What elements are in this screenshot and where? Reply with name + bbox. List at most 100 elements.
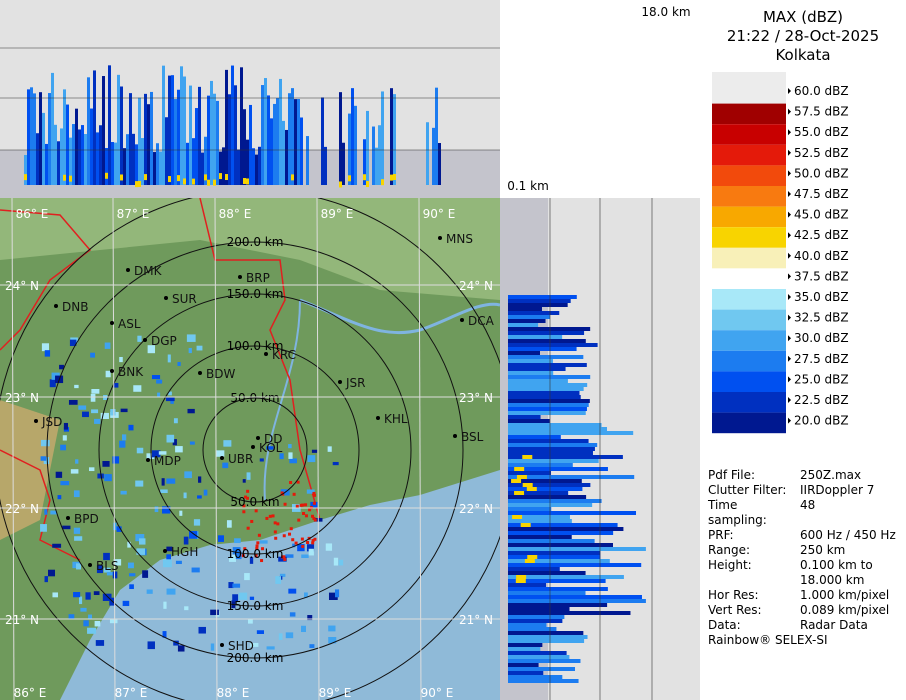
echo-core <box>294 541 298 545</box>
top-profile-echo <box>57 141 60 185</box>
ring-label: 50.0 km <box>230 495 279 509</box>
side-profile-core <box>526 487 537 491</box>
top-profile-echo <box>180 66 183 185</box>
lat-label: 21° N <box>5 613 39 627</box>
top-profile-echo <box>183 76 186 185</box>
top-profile-echo <box>375 147 378 185</box>
side-profile-echo <box>508 619 563 623</box>
top-profile-core <box>393 173 396 180</box>
echo <box>157 392 161 397</box>
city-label: MDP <box>154 454 181 468</box>
info-value: 250 km <box>800 543 846 557</box>
legend-label: 42.5 dBZ <box>794 228 849 242</box>
echo <box>187 408 195 414</box>
top-profile-echo <box>339 92 342 185</box>
echo <box>72 561 80 569</box>
city-label: UBR <box>228 452 253 466</box>
echo <box>288 452 293 459</box>
echo <box>94 418 101 424</box>
echo <box>210 643 215 651</box>
side-profile-core <box>524 559 535 563</box>
side-profile-echo <box>508 543 613 547</box>
side-profile-core <box>516 475 527 479</box>
legend-swatch <box>712 103 786 125</box>
echo <box>338 559 344 566</box>
hills <box>0 400 60 540</box>
lon-label: 86° E <box>16 207 49 221</box>
side-profile-echo <box>508 567 560 571</box>
top-profile-echo <box>78 129 81 185</box>
info-value: 0.100 km to 18.000 km <box>800 558 873 587</box>
side-profile-echo <box>508 479 582 483</box>
echo <box>328 625 336 632</box>
city-label: MNS <box>446 232 473 246</box>
echo <box>165 397 175 402</box>
echo-core <box>313 537 317 541</box>
side-profile-echo <box>508 611 631 615</box>
echo <box>279 573 286 577</box>
echo <box>173 640 179 646</box>
echo-core <box>299 503 303 507</box>
legend-swatch <box>712 144 786 166</box>
echo <box>177 362 181 366</box>
echo <box>247 619 253 624</box>
echo <box>122 600 130 607</box>
echo-core <box>242 504 246 508</box>
side-profile-echo <box>508 439 589 443</box>
map-grid: 50.0 km 50.0 km 100.0 km 100.0 km 150.0 km 15… <box>0 198 500 700</box>
legend-label: 32.5 dBZ <box>794 311 849 325</box>
city-dot <box>376 416 380 420</box>
echo <box>120 408 128 413</box>
echo-core <box>289 480 293 484</box>
top-profile-echo <box>129 93 132 185</box>
echo <box>40 524 47 532</box>
top-profile-echo <box>48 93 51 185</box>
lat-label: 22° N <box>459 502 493 516</box>
echo-core <box>265 516 269 520</box>
echo <box>106 572 115 576</box>
side-profile-echo <box>508 555 601 559</box>
echo <box>217 535 224 542</box>
side-profile-echo <box>508 299 571 303</box>
legend-label: 22.5 dBZ <box>794 393 849 407</box>
echo-core <box>308 508 312 512</box>
top-profile-echo <box>33 93 36 185</box>
echo-core <box>289 527 293 531</box>
side-profile-echo <box>508 339 586 343</box>
top-profile-echo <box>426 122 429 185</box>
lon-label: 90° E <box>421 686 454 700</box>
top-profile-echo <box>276 98 279 185</box>
info-key: Hor Res: <box>708 588 759 602</box>
top-profile-core <box>225 174 228 181</box>
top-profile-echo <box>234 85 237 185</box>
top-profile-echo <box>105 148 108 185</box>
side-profile-echo <box>508 583 547 587</box>
legend-label: 57.5 dBZ <box>794 105 849 119</box>
station: Kolkata <box>775 46 830 64</box>
echo <box>249 596 255 600</box>
top-profile-echo <box>273 103 276 185</box>
legend-label: 55.0 dBZ <box>794 125 849 139</box>
echo <box>198 476 202 483</box>
legend-label: 60.0 dBZ <box>794 84 849 98</box>
echo <box>259 540 268 544</box>
info-key: Height: <box>708 558 752 572</box>
echo <box>156 379 163 384</box>
info-key: Range: <box>708 543 751 557</box>
top-profile-echo <box>252 148 255 185</box>
top-profile-echo <box>321 97 324 185</box>
echo <box>103 552 110 561</box>
echo <box>279 453 284 460</box>
echo <box>89 467 95 472</box>
city-dot <box>198 371 202 375</box>
info-table: Pdf File: 250Z.max Clutter Filter: IIRDoppl… <box>708 468 904 648</box>
top-profile-core <box>243 178 246 185</box>
side-profile-echo <box>508 451 593 455</box>
top-profile-echo <box>90 108 93 185</box>
top-profile-echo <box>381 91 384 185</box>
legend-tick <box>788 314 791 321</box>
bottom-height: 0.1 km <box>507 179 549 193</box>
side-profile-echo <box>508 675 563 679</box>
lon-label: 87° E <box>115 686 148 700</box>
top-profile-echo <box>42 112 45 185</box>
